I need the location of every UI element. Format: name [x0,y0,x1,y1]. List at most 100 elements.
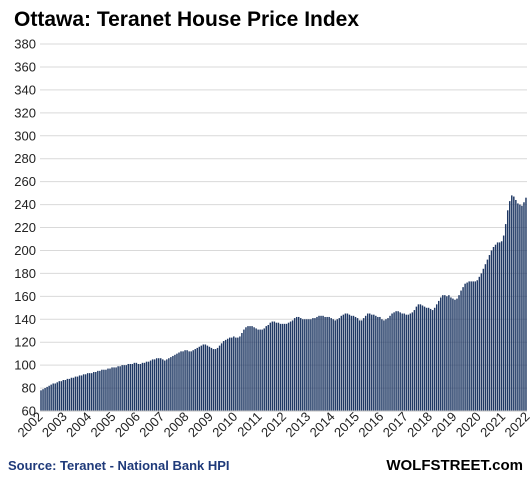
y-tick-label: 80 [22,381,36,396]
bar [216,347,219,411]
x-tick-label: 2015 [331,409,362,440]
bar [411,312,414,411]
bar [316,316,318,411]
bar [500,241,503,411]
bar [442,295,444,411]
y-tick-label: 140 [14,312,36,327]
x-tick-label: 2010 [209,409,240,440]
bar [356,318,359,411]
bar [60,381,63,411]
bar [261,329,263,411]
bar [222,341,225,411]
bar [456,298,458,411]
bar [129,363,132,411]
bar [249,326,251,411]
bar [395,311,397,411]
bar [135,362,138,411]
bar [239,336,241,411]
x-tick-label: 2007 [136,409,167,440]
bar [496,242,499,411]
bar [267,324,270,411]
bar [46,386,48,411]
bar [115,367,117,411]
bar [389,315,391,411]
bar [80,375,83,411]
bar [474,281,476,411]
bar [340,315,343,411]
bar [263,328,265,411]
bar [480,273,483,412]
bar [525,197,527,411]
bar [423,306,426,411]
bar [399,312,401,411]
bar [180,351,182,411]
bar [54,383,56,411]
bar [446,296,448,411]
bar [253,327,255,411]
bar [105,369,107,411]
x-axis: 2002200320042005200620072008200920102011… [15,409,531,440]
bar [196,347,198,411]
bar [237,337,239,411]
bar [476,280,479,411]
x-tick-label: 2012 [258,409,289,440]
bar [419,304,422,411]
bar [502,235,505,411]
bar [226,338,229,411]
bar [407,314,410,411]
bar [360,320,363,411]
y-tick-label: 300 [14,128,36,143]
bar [68,378,71,411]
bar [478,276,481,411]
x-tick-label: 2019 [428,409,459,440]
bar [364,315,367,411]
x-tick-label: 2009 [185,409,216,440]
bar [366,313,369,411]
bar [174,354,176,411]
bar [218,345,221,411]
bar-series [40,195,527,412]
bar [162,359,164,411]
bar [208,346,211,411]
bar [82,374,85,411]
bar [322,315,324,411]
y-tick-label: 160 [14,289,36,304]
x-tick-label: 2006 [112,409,143,440]
bar [72,377,75,411]
bar [84,374,87,411]
bar [466,282,468,411]
bar [109,368,111,411]
bar [291,320,294,411]
bar [220,343,223,411]
bar [498,242,501,411]
bar [448,295,450,411]
bar [44,388,46,411]
bar [64,380,67,411]
bar [297,316,300,411]
y-axis: 60 80 100 120 140 160 180 200 220 240 260 280 300 320… [14,37,36,419]
y-tick-label: 280 [14,151,36,166]
bar [235,337,237,411]
bar [346,313,349,411]
bar [42,389,44,411]
bar [275,322,278,411]
bar [377,316,379,411]
bar [352,315,355,411]
x-tick-label: 2011 [234,409,264,439]
bar [523,202,525,411]
bar [385,319,387,411]
bar [444,295,446,411]
x-tick-label: 2004 [63,409,94,440]
bar [231,337,233,411]
bar [285,323,288,411]
bar [74,376,77,411]
bar [107,368,109,411]
bar [170,357,172,411]
bar [492,247,495,411]
x-tick-label: 2021 [477,409,508,440]
bar [190,351,192,411]
bar [318,315,320,411]
bar [95,372,97,411]
bar [482,268,485,411]
bar [192,350,194,411]
